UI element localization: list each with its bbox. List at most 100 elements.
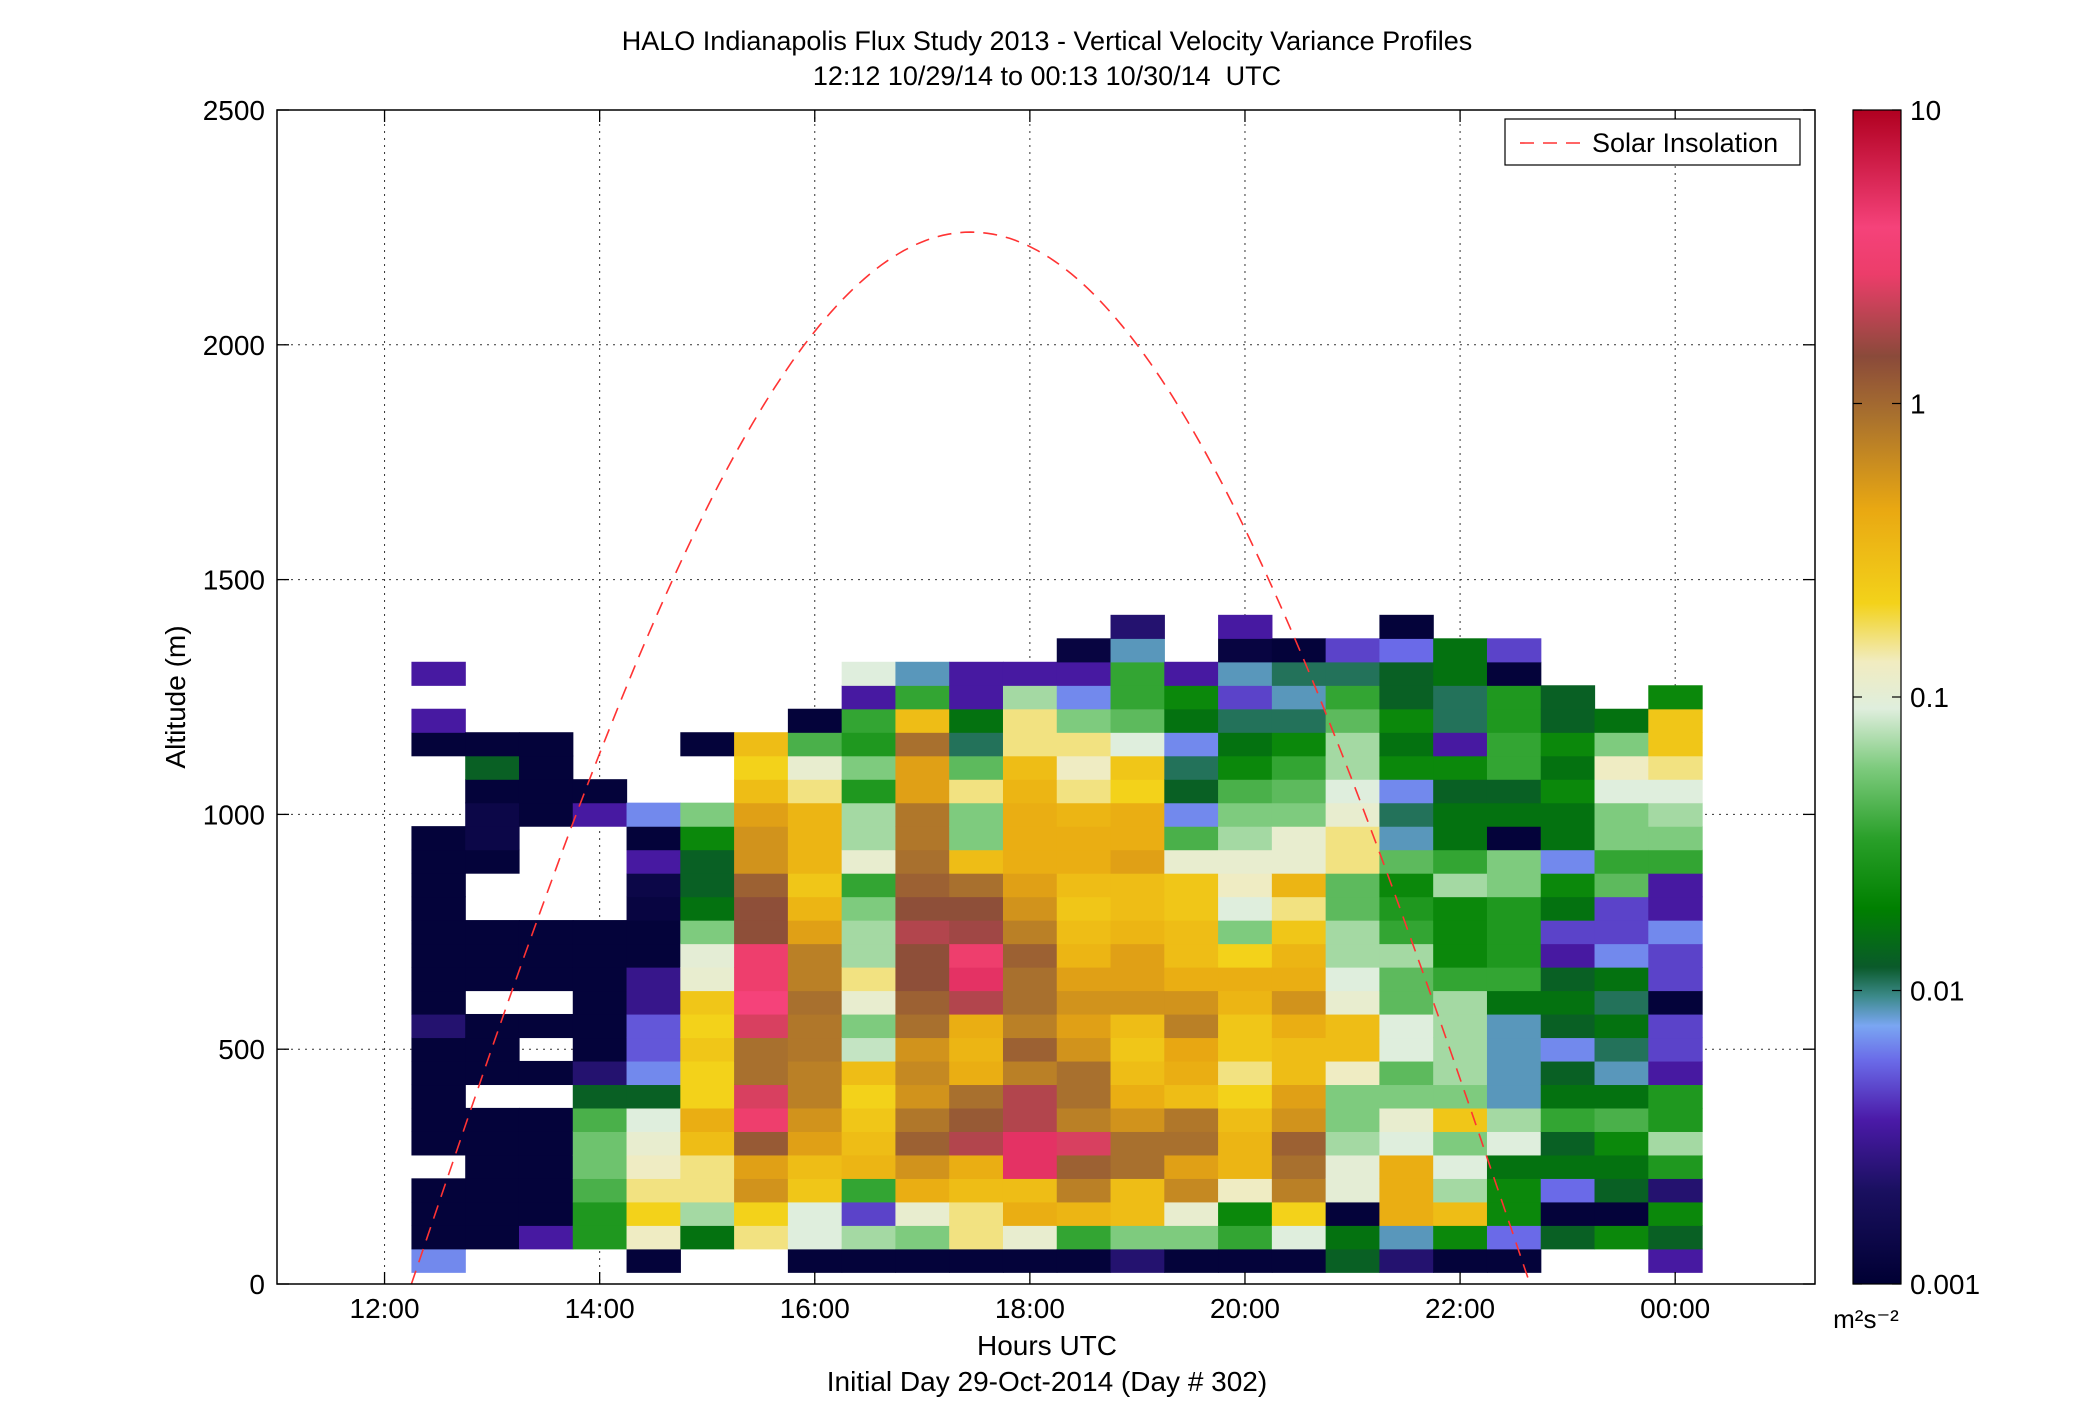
- heatmap-cell: [1433, 990, 1488, 1015]
- heatmap-cell: [1218, 826, 1273, 851]
- heatmap-cell: [572, 1178, 628, 1203]
- heatmap-cell: [1594, 779, 1649, 804]
- heatmap-cell: [1433, 755, 1488, 780]
- heatmap-cell: [841, 943, 897, 968]
- heatmap-cell: [411, 1225, 466, 1250]
- heatmap-cell: [1325, 1225, 1381, 1250]
- heatmap-cell: [1110, 1248, 1165, 1273]
- heatmap-cell: [572, 920, 628, 945]
- heatmap-cell: [626, 967, 681, 992]
- heatmap-cell: [1218, 896, 1273, 921]
- heatmap-cell: [518, 1013, 574, 1039]
- heatmap-cell: [1271, 943, 1327, 968]
- heatmap-cell: [465, 1178, 520, 1203]
- heatmap-cell: [626, 896, 681, 921]
- heatmap-cell: [1110, 943, 1165, 968]
- heatmap-cell: [841, 685, 897, 710]
- heatmap-cell: [1325, 849, 1381, 874]
- heatmap-cell: [1056, 1131, 1112, 1156]
- heatmap-cell: [1056, 1248, 1112, 1273]
- heatmap-cell: [1486, 1084, 1542, 1109]
- heatmap-cell: [1379, 732, 1434, 757]
- heatmap-cell: [1110, 661, 1165, 686]
- heatmap-cell: [787, 1201, 843, 1226]
- heatmap-cell: [895, 1154, 950, 1179]
- heatmap-cell: [1218, 1131, 1273, 1156]
- heatmap-cell: [1648, 1201, 1703, 1226]
- heatmap-cell: [1486, 1225, 1542, 1250]
- heatmap-cell: [1002, 802, 1058, 827]
- heatmap-cell: [1325, 1248, 1381, 1273]
- heatmap-cell: [1486, 1154, 1542, 1179]
- heatmap-cell: [1648, 990, 1703, 1015]
- heatmap-cell: [1002, 1037, 1058, 1062]
- heatmap-cell: [1486, 802, 1542, 827]
- heatmap-cell: [1325, 1107, 1381, 1132]
- heatmap-cell: [841, 873, 897, 898]
- heatmap-cell: [518, 802, 574, 827]
- heatmap-cell: [1164, 849, 1219, 874]
- heatmap-cell: [626, 1131, 681, 1156]
- heatmap-cell: [1218, 1107, 1273, 1132]
- heatmap-cell: [1648, 1013, 1703, 1039]
- heatmap-cell: [1594, 1060, 1649, 1086]
- heatmap-cell: [1648, 708, 1703, 733]
- heatmap-cell: [680, 1178, 735, 1203]
- heatmap-cell: [1164, 967, 1219, 992]
- heatmap-cell: [1325, 967, 1381, 992]
- heatmap-cell: [1271, 802, 1327, 827]
- heatmap-cell: [841, 849, 897, 874]
- heatmap-cell: [411, 896, 466, 921]
- heatmap-cell: [1648, 732, 1703, 757]
- heatmap-cell: [1433, 1037, 1488, 1062]
- heatmap-cell: [1648, 967, 1703, 992]
- heatmap-cell: [1002, 849, 1058, 874]
- x-tick-label: 00:00: [1640, 1293, 1710, 1324]
- heatmap-cell: [1486, 920, 1542, 945]
- heatmap-cell: [1433, 1248, 1488, 1273]
- heatmap-cell: [572, 1107, 628, 1132]
- heatmap-cell: [1379, 943, 1434, 968]
- heatmap-cell: [949, 685, 1004, 710]
- heatmap-cell: [1379, 708, 1434, 733]
- heatmap-cell: [411, 661, 466, 686]
- heatmap-cell: [734, 873, 789, 898]
- heatmap-cell: [1486, 755, 1542, 780]
- heatmap-cell: [1002, 685, 1058, 710]
- heatmap-cell: [1271, 1060, 1327, 1086]
- legend-label-solar-insolation: Solar Insolation: [1592, 128, 1778, 158]
- heatmap-cell: [949, 1225, 1004, 1250]
- heatmap-cell: [1594, 1013, 1649, 1039]
- heatmap-cell: [626, 802, 681, 827]
- heatmap-cell: [626, 1225, 681, 1250]
- heatmap-cell: [1056, 873, 1112, 898]
- heatmap-cell: [1164, 896, 1219, 921]
- heatmap-cell: [1218, 920, 1273, 945]
- heatmap-cell: [680, 826, 735, 851]
- heatmap-cell: [787, 1107, 843, 1132]
- heatmap-cell: [465, 1107, 520, 1132]
- heatmap-cell: [1379, 685, 1434, 710]
- heatmap-cell: [1164, 1013, 1219, 1039]
- heatmap-cell: [734, 920, 789, 945]
- heatmap-cell: [895, 755, 950, 780]
- heatmap-cell: [1433, 943, 1488, 968]
- heatmap-cell: [1218, 638, 1273, 663]
- heatmap-cell: [1433, 849, 1488, 874]
- heatmap-cell: [895, 826, 950, 851]
- heatmap-cell: [1002, 1131, 1058, 1156]
- heatmap-cell: [1648, 849, 1703, 874]
- colorbar-tick-label: 0.1: [1910, 682, 1949, 713]
- heatmap-cell: [680, 990, 735, 1015]
- heatmap-cell: [841, 1154, 897, 1179]
- heatmap-cell: [841, 920, 897, 945]
- heatmap-cell: [680, 873, 735, 898]
- heatmap-cell: [1379, 1248, 1434, 1273]
- x-tick-label: 18:00: [995, 1293, 1065, 1324]
- heatmap-cell: [1379, 1084, 1434, 1109]
- heatmap-cell: [1110, 990, 1165, 1015]
- heatmap-cell: [1648, 1225, 1703, 1250]
- heatmap-cell: [1002, 1060, 1058, 1086]
- heatmap-cell: [1110, 755, 1165, 780]
